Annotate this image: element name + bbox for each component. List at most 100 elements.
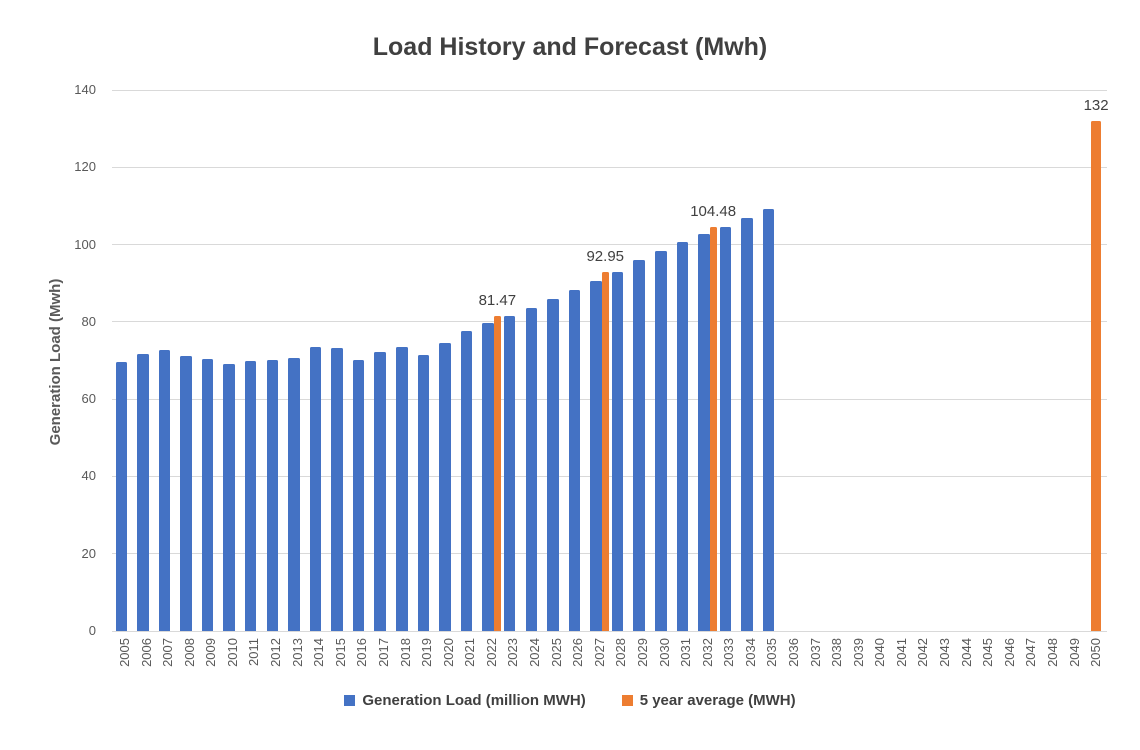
bar-generation-load-2012 bbox=[266, 359, 279, 631]
bar-generation-load-2017 bbox=[374, 352, 386, 631]
bar-generation-load-2022 bbox=[482, 323, 494, 631]
x-tick-label: 2028 bbox=[613, 638, 629, 667]
y-tick-label: 40 bbox=[81, 468, 96, 484]
x-tick-label: 2015 bbox=[332, 638, 348, 667]
x-tick-label: 2027 bbox=[591, 638, 607, 667]
x-tick-label: 2024 bbox=[527, 638, 543, 667]
x-tick-label: 2047 bbox=[1023, 638, 1039, 667]
y-tick-label: 140 bbox=[74, 82, 96, 97]
bar-generation-load-2031 bbox=[676, 241, 689, 631]
x-tick-label: 2025 bbox=[548, 638, 564, 667]
bar-generation-load-2006 bbox=[137, 353, 149, 631]
legend: Generation Load (million MWH) 5 year ave… bbox=[0, 692, 1140, 709]
data-label-2022: 81.47 bbox=[478, 292, 517, 310]
bar-generation-load-2005 bbox=[115, 361, 127, 631]
x-tick-label: 2037 bbox=[807, 638, 823, 667]
bar-generation-load-2010 bbox=[223, 364, 235, 631]
bar-generation-load-2015 bbox=[331, 348, 343, 631]
x-tick-label: 2022 bbox=[483, 638, 499, 667]
x-tick-label: 2035 bbox=[764, 638, 780, 667]
bar-generation-load-2023 bbox=[503, 315, 516, 631]
x-tick-label: 2038 bbox=[829, 638, 845, 667]
x-tick-label: 2023 bbox=[505, 638, 521, 667]
x-tick-label: 2030 bbox=[656, 638, 672, 667]
data-label-2027: 92.95 bbox=[586, 247, 625, 265]
x-tick-label: 2043 bbox=[937, 638, 953, 667]
x-tick-label: 2032 bbox=[699, 638, 715, 667]
gridline bbox=[112, 321, 1107, 323]
legend-item-five-year-average: 5 year average (MWH) bbox=[621, 692, 796, 709]
bar-generation-load-2030 bbox=[655, 250, 667, 631]
gridline bbox=[112, 244, 1107, 246]
x-tick-label: 2011 bbox=[246, 638, 262, 666]
x-tick-label: 2044 bbox=[958, 638, 974, 667]
x-tick-label: 2009 bbox=[203, 638, 219, 667]
y-tick-label: 20 bbox=[81, 545, 96, 561]
x-tick-label: 2012 bbox=[268, 638, 284, 667]
bar-generation-load-2007 bbox=[158, 349, 171, 631]
y-tick-label: 60 bbox=[81, 391, 96, 407]
bar-generation-load-2026 bbox=[568, 290, 581, 631]
x-tick-label: 2046 bbox=[1001, 638, 1017, 667]
x-tick-label: 2031 bbox=[678, 638, 694, 667]
x-tick-label: 2020 bbox=[440, 638, 456, 667]
x-tick-label: 2040 bbox=[872, 638, 888, 667]
bar-generation-load-2032 bbox=[698, 234, 710, 631]
bar-five-year-average-2032 bbox=[709, 227, 717, 631]
x-tick-label: 2050 bbox=[1088, 638, 1104, 667]
gridline bbox=[112, 89, 1107, 91]
gridline bbox=[112, 553, 1107, 555]
x-tick-label: 2036 bbox=[785, 638, 801, 667]
bar-five-year-average-2022 bbox=[493, 316, 501, 631]
data-label-2032: 104.48 bbox=[690, 203, 737, 221]
x-tick-label: 2017 bbox=[375, 638, 391, 667]
bar-generation-load-2014 bbox=[309, 346, 322, 631]
x-tick-label: 2014 bbox=[311, 638, 327, 667]
bar-generation-load-2027 bbox=[590, 280, 602, 631]
bar-generation-load-2016 bbox=[352, 360, 365, 631]
x-tick-label: 2041 bbox=[893, 638, 909, 667]
bar-generation-load-2025 bbox=[547, 298, 559, 631]
chart-title: Load History and Forecast (Mwh) bbox=[372, 33, 768, 61]
x-tick-label: 2029 bbox=[634, 638, 650, 667]
data-label-2050: 132 bbox=[1083, 96, 1109, 114]
bar-generation-load-2035 bbox=[762, 209, 775, 631]
bar-generation-load-2013 bbox=[288, 358, 300, 631]
legend-swatch-five-year-average-icon bbox=[621, 695, 633, 706]
bar-generation-load-2033 bbox=[719, 226, 732, 631]
bar-generation-load-2009 bbox=[201, 359, 214, 631]
x-tick-label: 2006 bbox=[138, 638, 154, 667]
legend-label-generation-load: Generation Load (million MWH) bbox=[362, 692, 586, 709]
x-tick-label: 2049 bbox=[1066, 638, 1082, 667]
x-tick-label: 2013 bbox=[289, 638, 305, 667]
x-tick-label: 2042 bbox=[915, 638, 931, 667]
y-tick-label: 80 bbox=[81, 313, 96, 329]
x-tick-label: 2018 bbox=[397, 638, 413, 667]
y-tick-label: 0 bbox=[88, 623, 96, 638]
legend-swatch-generation-load-icon bbox=[344, 695, 356, 706]
x-tick-label: 2033 bbox=[721, 638, 737, 667]
x-tick-label: 2007 bbox=[160, 638, 176, 667]
x-tick-label: 2045 bbox=[980, 638, 996, 667]
bar-generation-load-2024 bbox=[525, 307, 538, 631]
bar-generation-load-2019 bbox=[417, 355, 430, 631]
legend-label-five-year-average: 5 year average (MWH) bbox=[639, 692, 796, 709]
y-tick-label: 120 bbox=[74, 159, 96, 175]
x-tick-label: 2021 bbox=[462, 638, 478, 667]
bar-generation-load-2011 bbox=[244, 360, 257, 631]
x-tick-label: 2005 bbox=[117, 638, 132, 667]
bar-generation-load-2018 bbox=[396, 347, 408, 631]
x-tick-label: 2010 bbox=[224, 638, 240, 667]
x-tick-label: 2019 bbox=[419, 638, 435, 667]
x-tick-label: 2034 bbox=[742, 638, 758, 667]
x-tick-label: 2048 bbox=[1044, 638, 1060, 667]
x-tick-label: 2039 bbox=[850, 638, 866, 667]
y-tick-label: 100 bbox=[74, 236, 96, 252]
x-tick-label: 2016 bbox=[354, 638, 370, 667]
x-tick-label: 2008 bbox=[181, 638, 197, 667]
bar-generation-load-2020 bbox=[439, 342, 451, 631]
bar-generation-load-2008 bbox=[180, 355, 192, 631]
gridline bbox=[112, 166, 1107, 168]
